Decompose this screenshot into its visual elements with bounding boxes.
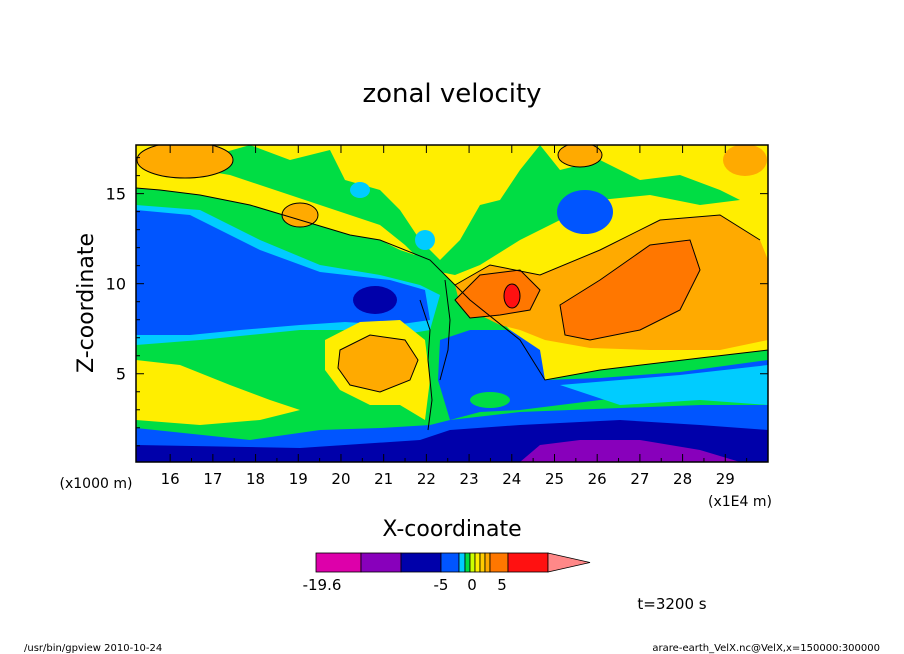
x-tick-label: 28: [673, 470, 692, 488]
contour-fill: [136, 145, 768, 462]
footer-left: /usr/bin/gpview 2010-10-24: [24, 643, 162, 654]
x-tick-label: 16: [161, 470, 180, 488]
colorbar-swatch: [507, 552, 549, 573]
upper-orange-patch: [137, 145, 233, 178]
upper-cyan-blob-2: [350, 182, 370, 198]
x-tick-label: 18: [246, 470, 265, 488]
left-navy-blob: [353, 286, 397, 314]
x-tick-label: 26: [588, 470, 607, 488]
y-tick-label: 15: [106, 185, 126, 204]
colorbar-label: 5: [497, 576, 507, 594]
mid-darkorange-core: [455, 270, 540, 318]
x-tick-label: 19: [289, 470, 308, 488]
upper-cyan-blob: [415, 230, 435, 250]
x-tick-label: 23: [460, 470, 479, 488]
colorbar-swatch: [360, 552, 402, 573]
x-tick-label: 17: [203, 470, 222, 488]
colorbar-label: -19.6: [303, 576, 342, 594]
colorbar-swatch: [489, 552, 509, 573]
x-axis: 16 17 18 19 20 21 22 23 24 25 26 27 28 29: [161, 145, 748, 488]
x-tick-label: 20: [331, 470, 350, 488]
y-axis-label: Z-coordinate: [74, 233, 99, 373]
colorbar-swatch: [440, 552, 460, 573]
colorbar-label: -5: [434, 576, 449, 594]
x-tick-label: 27: [630, 470, 649, 488]
x-unit-label: (x1E4 m): [708, 494, 772, 510]
plot-frame: [135, 144, 769, 463]
left-lower-green: [470, 392, 510, 408]
x-axis-label: X-coordinate: [382, 517, 521, 542]
x-tick-label: 22: [417, 470, 436, 488]
colorbar-swatch: [400, 552, 442, 573]
mid-orange-lens: [338, 335, 418, 392]
x-tick-label: 25: [545, 470, 564, 488]
y-unit-label: (x1000 m): [60, 476, 133, 492]
x-tick-label: 24: [502, 470, 521, 488]
contour-lines: [136, 145, 768, 431]
x-tick-label: 29: [716, 470, 735, 488]
lower-cyan-band: [560, 365, 768, 405]
colorbar: -19.6 -5 0 5: [303, 552, 591, 594]
upper-orange-patch-3: [558, 145, 602, 167]
right-lower-blue: [438, 330, 768, 420]
colorbar-swatch: [469, 552, 476, 573]
chart-title: zonal velocity: [362, 79, 541, 109]
right-darkorange-core: [560, 240, 700, 340]
red-core: [504, 284, 520, 308]
x-tick-label: 21: [374, 470, 393, 488]
time-annotation: t=3200 s: [637, 595, 706, 613]
colorbar-label: 0: [467, 576, 477, 594]
colorbar-swatch: [474, 552, 481, 573]
lower-left-yellow: [136, 360, 300, 425]
y-tick-label: 5: [116, 365, 126, 384]
colorbar-swatch: [315, 552, 362, 573]
upper-orange-patch-2: [282, 203, 318, 227]
colorbar-swatch: [479, 552, 486, 573]
colorbar-swatch: [458, 552, 466, 573]
upper-green-filigree: [200, 145, 740, 275]
y-tick-label: 10: [106, 275, 126, 294]
upper-orange-patch-4: [723, 145, 767, 176]
colorbar-swatch: [484, 552, 491, 573]
colorbar-swatch: [464, 552, 471, 573]
surface-purple-minimum: [520, 440, 740, 462]
footer-right: arare-earth_VelX.nc@VelX,x=150000:300000: [652, 643, 880, 654]
colorbar-extension: [547, 552, 591, 573]
upper-blue-blob: [557, 190, 613, 234]
y-axis: 5 10 15: [106, 157, 768, 447]
